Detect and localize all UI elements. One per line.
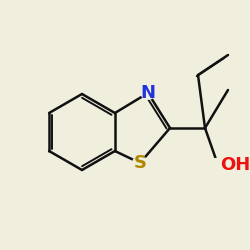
Ellipse shape bbox=[141, 87, 155, 99]
Text: N: N bbox=[140, 84, 156, 102]
Text: OH: OH bbox=[220, 156, 250, 174]
Text: S: S bbox=[134, 154, 146, 172]
Ellipse shape bbox=[207, 158, 229, 172]
Ellipse shape bbox=[132, 156, 148, 170]
